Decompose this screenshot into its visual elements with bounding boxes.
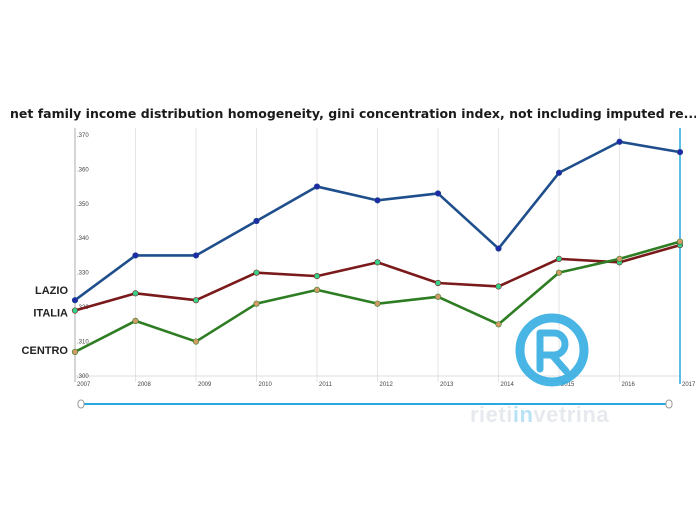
data-point-lazio [616, 138, 623, 145]
series-label-lazio: LAZIO [35, 285, 68, 297]
watermark-middle: in [512, 402, 534, 427]
data-point-italia [555, 255, 563, 262]
x-tick-label: 2008 [138, 382, 152, 388]
series-labels: LAZIO ITALIA CENTRO [22, 285, 69, 357]
data-point-lazio [253, 217, 260, 225]
x-tick-label: 2009 [198, 382, 212, 388]
data-point-centro [495, 321, 502, 328]
series-markers [71, 138, 684, 355]
data-point-italia [71, 307, 79, 314]
range-slider-left-handle[interactable] [77, 399, 85, 409]
x-tick-label: 2016 [622, 382, 636, 388]
x-tick-label: 2011 [319, 382, 333, 388]
data-point-centro [676, 238, 684, 245]
data-point-lazio [71, 297, 79, 304]
data-point-italia [192, 297, 200, 304]
data-point-centro [253, 300, 260, 307]
data-point-lazio [313, 183, 321, 190]
data-point-lazio [192, 252, 200, 259]
data-point-lazio [676, 149, 684, 156]
y-tick-label: .340 [77, 236, 89, 242]
watermark-logo-icon [515, 313, 589, 387]
y-tick-label: .350 [77, 202, 89, 208]
data-point-centro [434, 293, 442, 300]
y-tick-label: .360 [77, 167, 89, 173]
data-point-centro [132, 317, 139, 324]
watermark-text: rietiinvetrina [470, 402, 609, 428]
data-point-italia [132, 290, 139, 297]
data-point-centro [374, 300, 381, 307]
x-tick-label: 2007 [77, 382, 91, 388]
x-tick-label: 2015 [561, 382, 575, 388]
x-tick-label: 2012 [380, 382, 394, 388]
data-point-lazio [132, 252, 139, 259]
chart-title: net family income distribution homogenei… [10, 106, 696, 121]
x-tick-label: 2017 [682, 382, 696, 388]
y-tick-label: .370 [77, 133, 89, 139]
x-axis-ticks: 2007 2008 2009 2010 2011 2012 2013 2014 2015 2016… [77, 382, 696, 388]
data-point-lazio [555, 169, 563, 176]
data-point-centro [71, 348, 79, 355]
data-point-lazio [434, 190, 442, 197]
series-label-centro: CENTRO [22, 345, 69, 357]
data-point-centro [192, 338, 200, 345]
data-point-lazio [374, 197, 381, 204]
y-tick-label: .310 [77, 340, 89, 346]
x-tick-label: 2013 [440, 382, 454, 388]
x-tick-label: 2014 [501, 382, 515, 388]
data-point-centro [555, 269, 563, 276]
data-point-centro [313, 286, 321, 293]
watermark-suffix: vetrina [533, 402, 610, 427]
data-point-italia [495, 283, 502, 290]
range-slider-right-handle[interactable] [665, 399, 673, 409]
x-tick-label: 2010 [259, 382, 273, 388]
data-point-lazio [495, 245, 502, 252]
series-label-italia: ITALIA [33, 308, 68, 320]
data-point-italia [313, 273, 321, 280]
watermark-prefix: rieti [470, 402, 513, 427]
y-tick-label: .300 [77, 374, 89, 380]
data-point-italia [253, 269, 260, 276]
range-scrollbar [77, 399, 673, 409]
y-axis-ticks: .300.310.320.330.340.350.360.370 [77, 133, 89, 380]
data-point-italia [374, 259, 381, 266]
y-tick-label: .330 [77, 271, 89, 277]
data-point-italia [434, 279, 442, 287]
data-point-centro [616, 255, 623, 262]
